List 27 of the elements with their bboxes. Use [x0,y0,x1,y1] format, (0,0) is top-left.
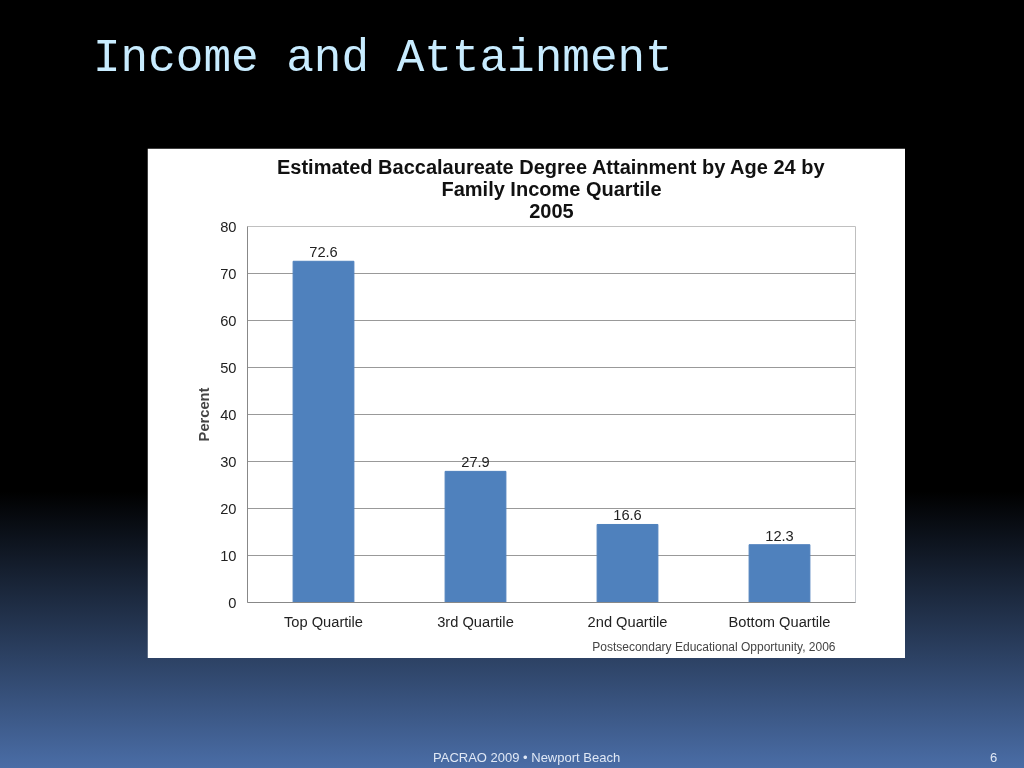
x-tick-label: 3rd Quartile [437,613,514,630]
text: PACRAO 2009 • Newport Beach [433,749,621,767]
x-tick-label: 2nd Quartile [587,613,668,630]
text: Income and Attainment [93,32,673,87]
x-tick-label: Top Quartile [283,613,364,630]
y-tick-label: 70 [220,265,237,282]
y-tick-label: 0 [228,594,237,611]
y-tick-label: 10 [220,547,237,564]
y-tick-label: 20 [220,500,237,517]
y-tick-label: 30 [220,453,237,470]
data-label: 16.6 [613,507,642,524]
y-axis-title: Percent [196,387,213,442]
bar [292,260,355,603]
y-tick-label: 80 [220,218,237,235]
text: Postsecondary Educational Opportunity, 2006 [592,639,836,654]
data-label: 72.6 [309,244,338,261]
bar [748,544,811,603]
chart-title: Estimated Baccalaureate Degree Attainment by Age 24 by Family Income Quartile 2005 [276,155,826,222]
data-label: 27.9 [461,454,490,471]
y-tick-label: 60 [220,312,237,329]
data-label: 12.3 [765,527,794,544]
y-tick-label: 40 [220,406,237,423]
y-tick-label: 50 [220,359,237,376]
text: 6 [990,749,998,767]
bar [444,470,507,603]
x-tick-label: Bottom Quartile [728,613,831,630]
bar [596,523,659,603]
